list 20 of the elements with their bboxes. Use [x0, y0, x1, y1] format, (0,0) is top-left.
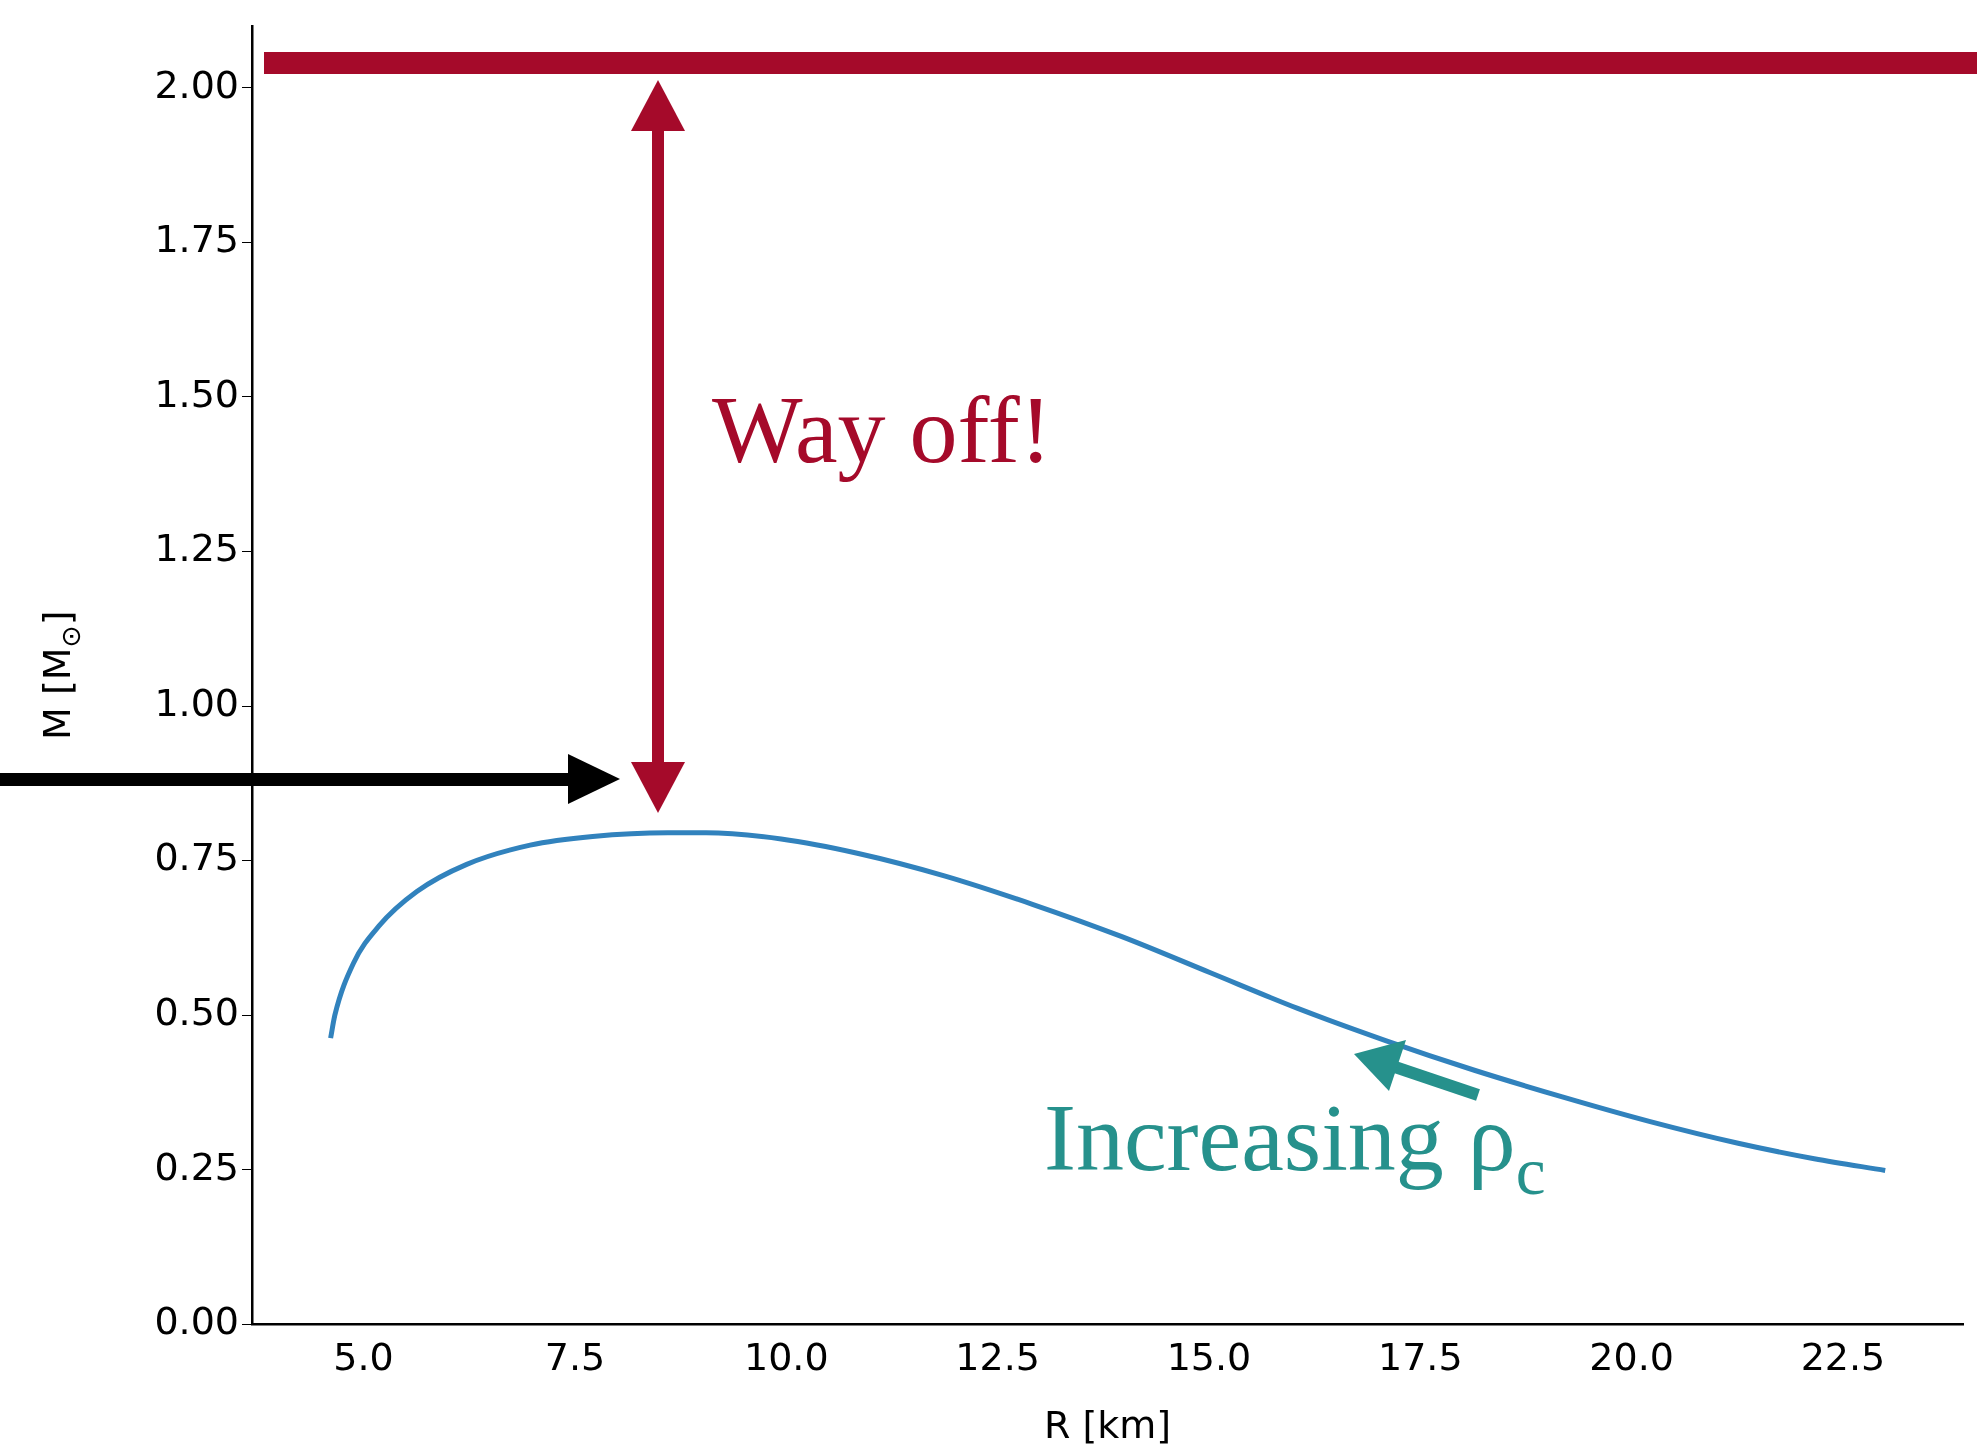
y-tick-label: 1.00 — [154, 680, 239, 725]
x-tick-label: 15.0 — [1166, 1335, 1252, 1380]
y-tick-label: 1.50 — [154, 371, 239, 416]
annotation: Way off! — [712, 376, 1052, 483]
x-tick-label: 17.5 — [1377, 1335, 1463, 1380]
y-axis-title: M [M⊙] — [35, 610, 86, 740]
y-tick-label: 1.25 — [154, 526, 239, 571]
y-tick-label: 1.75 — [154, 217, 239, 262]
x-tick-label: 5.0 — [333, 1335, 394, 1380]
x-tick-label: 12.5 — [955, 1335, 1040, 1380]
y-tick-label: 0.00 — [154, 1299, 239, 1344]
x-tick-label: 22.5 — [1800, 1335, 1886, 1380]
y-tick-label: 0.25 — [154, 1144, 239, 1189]
y-tick-label: 2.00 — [154, 62, 239, 107]
x-tick-label: 20.0 — [1589, 1335, 1674, 1380]
x-tick-label: 7.5 — [544, 1335, 606, 1380]
y-tick-label: 0.75 — [154, 835, 239, 880]
y-tick-label: 0.50 — [154, 990, 239, 1035]
x-tick-label: 10.0 — [743, 1335, 829, 1380]
x-axis-title: R [km] — [1043, 1403, 1172, 1446]
